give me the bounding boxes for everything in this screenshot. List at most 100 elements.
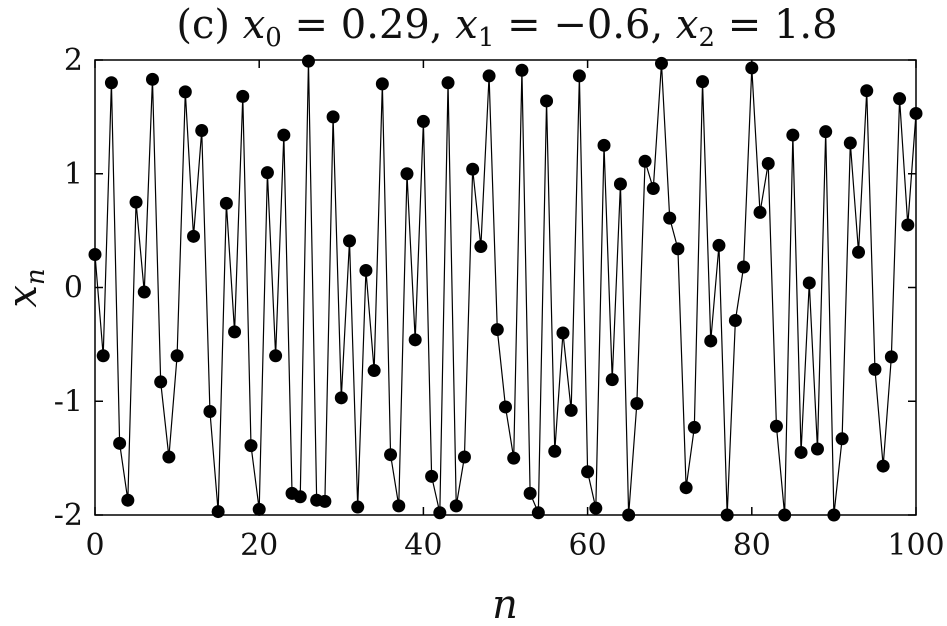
title-sub-2: 1 (478, 23, 495, 53)
data-point (778, 508, 792, 522)
data-point (482, 69, 496, 83)
data-point (400, 167, 414, 181)
data-point (810, 442, 824, 456)
data-point (211, 505, 225, 519)
data-point (893, 92, 907, 106)
y-tick-label: 0 (64, 271, 83, 306)
data-point (646, 182, 660, 196)
data-point (868, 362, 882, 376)
data-point (408, 333, 422, 347)
title-val-1: = 0.29, (282, 2, 455, 48)
chart-title: (c) x0 = 0.29, x1 = −0.6, x2 = 1.8 (176, 2, 837, 53)
data-point (367, 364, 381, 378)
y-axis-label-sub: n (21, 268, 51, 285)
data-point (622, 508, 636, 522)
plot-area-frame (94, 59, 917, 516)
data-point (728, 313, 742, 327)
data-point (556, 326, 570, 340)
data-point (392, 499, 406, 513)
data-point (203, 404, 217, 418)
data-point (474, 240, 488, 254)
data-point (195, 124, 209, 138)
data-point (334, 391, 348, 405)
y-tick-label: 1 (64, 157, 83, 192)
data-point (375, 77, 389, 91)
data-point (523, 486, 537, 500)
data-point (236, 89, 250, 103)
data-point (96, 349, 110, 363)
data-point (252, 502, 266, 516)
data-point (416, 114, 430, 128)
x-tick-label: 60 (569, 528, 607, 563)
title-var-3: x (676, 2, 699, 48)
data-point (499, 400, 512, 414)
y-axis-label: xn (0, 268, 51, 307)
data-point (712, 238, 726, 252)
data-point (301, 54, 315, 68)
data-point (104, 76, 118, 90)
data-point (187, 229, 201, 243)
data-point (819, 125, 833, 139)
data-point (433, 506, 447, 520)
data-point (162, 450, 176, 464)
title-val-2: = −0.6, (494, 2, 676, 48)
data-point (244, 439, 258, 453)
data-point (630, 397, 644, 411)
data-point (88, 248, 102, 262)
data-point (852, 245, 866, 259)
data-point (170, 349, 184, 363)
data-point (449, 499, 463, 513)
data-point (277, 128, 291, 142)
data-point (326, 110, 340, 124)
data-point (457, 450, 471, 464)
data-point (441, 76, 455, 90)
data-point (909, 106, 923, 120)
data-point (490, 323, 504, 337)
data-point (425, 469, 439, 483)
title-prefix: (c) (176, 2, 242, 48)
data-point (178, 85, 192, 99)
data-point (129, 195, 143, 209)
data-point (121, 493, 135, 507)
data-point (761, 157, 775, 171)
title-val-3: = 1.8 (715, 2, 838, 48)
data-point (663, 211, 677, 225)
data-point (835, 432, 849, 446)
data-point (359, 263, 373, 277)
data-point (384, 448, 398, 462)
data-point (901, 218, 915, 232)
data-point (827, 508, 841, 522)
y-tick-labels: 2 1 0 -1 -2 (54, 43, 83, 533)
y-tick-label: -1 (54, 384, 83, 419)
data-point (572, 69, 586, 83)
x-tick-label: 80 (733, 528, 771, 563)
tick-marks (94, 59, 917, 516)
data-point (679, 481, 693, 495)
data-point (531, 506, 545, 520)
data-point (113, 436, 127, 450)
data-point (466, 162, 480, 176)
title-var-1: x (243, 2, 266, 48)
data-point (753, 205, 767, 219)
data-point (145, 72, 159, 86)
data-point (638, 154, 652, 168)
x-tick-labels: 0 20 40 60 80 100 (85, 528, 944, 563)
data-point (769, 419, 783, 433)
data-point (564, 403, 578, 417)
data-point (786, 128, 800, 142)
data-point (745, 61, 759, 75)
y-axis-label-var: x (0, 285, 46, 308)
data-point (589, 501, 603, 515)
title-sub-3: 2 (698, 23, 715, 53)
data-point (137, 285, 151, 299)
data-point (704, 334, 718, 348)
data-point (654, 56, 668, 70)
data-point (269, 349, 283, 363)
data-point (515, 63, 529, 77)
data-point (228, 325, 242, 339)
y-tick-label: 2 (64, 43, 83, 78)
data-point (876, 459, 890, 473)
data-point (219, 196, 233, 210)
data-point (154, 375, 168, 389)
